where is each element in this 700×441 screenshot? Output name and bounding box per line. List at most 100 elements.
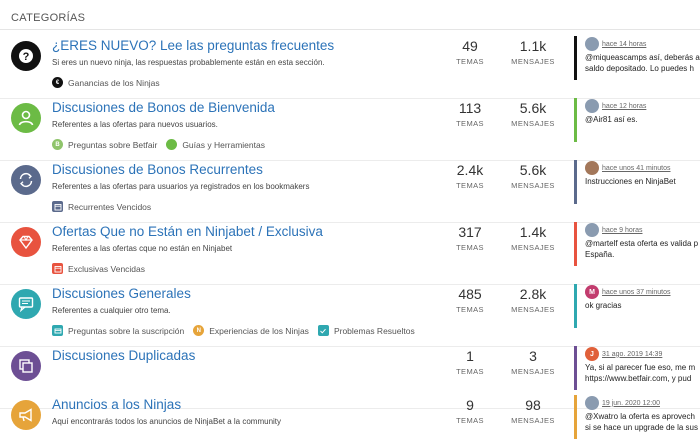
subcategory-link[interactable]: € Ganancias de los Ninjas [52,77,160,88]
category-color-bar [574,284,577,328]
ninja-icon: N [193,325,205,336]
avatar[interactable]: J [585,347,599,361]
gem-icon[interactable] [11,227,41,257]
posts-number: 1.1k [519,38,547,54]
category-row: ? ¿ERES NUEVO? Lee las preguntas frecuen… [0,36,700,99]
latest-post-excerpt[interactable]: ok gracias [585,301,622,310]
posts-label: MENSAJES [511,367,555,376]
row-divider [0,284,700,285]
category-title[interactable]: ¿ERES NUEVO? Lee las preguntas frecuente… [52,38,335,53]
latest-post-time[interactable]: hace 12 horas [602,102,647,110]
posts-count: 5.6k MENSAJES [508,100,558,128]
latest-post-excerpt[interactable]: Ya, si al parecer fue eso, me m [585,363,696,372]
subcategory-label: Preguntas sobre la suscripción [68,325,185,336]
topics-count: 9 TEMAS [445,397,495,425]
card-icon [52,325,63,336]
latest-post-time[interactable]: hace unos 41 minutos [602,164,671,172]
topics-label: TEMAS [456,57,484,66]
topics-count: 2.4k TEMAS [445,162,495,190]
posts-count: 1.4k MENSAJES [508,224,558,252]
subcategory-link[interactable]: Guías y Herramientas [166,139,265,150]
megaphone-icon[interactable] [11,400,41,430]
subcategory-link[interactable]: Problemas Resueltos [317,325,415,336]
latest-post-time[interactable]: hace 14 horas [602,40,647,48]
topics-number: 9 [466,397,474,413]
latest-post-time[interactable]: hace 9 horas [602,226,643,234]
subcategory-label: Ganancias de los Ninjas [68,77,160,88]
subcategory-link[interactable]: Exclusivas Vencidas [52,263,145,274]
comment-icon[interactable] [11,289,41,319]
row-divider [0,98,700,99]
latest-post: hace 12 horas @Air81 así es. [574,98,700,156]
subcategory-link[interactable]: B Preguntas sobre Betfair [52,139,157,150]
latest-post-time[interactable]: hace unos 37 minutos [602,288,671,296]
latest-post-excerpt[interactable]: @Air81 así es. [585,115,638,124]
subcategory-link[interactable]: Recurrentes Vencidos [52,201,151,212]
category-title[interactable]: Discusiones Generales [52,286,191,301]
check-icon [317,325,329,336]
posts-count: 3 MENSAJES [508,348,558,376]
latest-post: 19 jun. 2020 12:00 @Xwatro la oferta es … [574,395,700,440]
subcategory-link[interactable]: N Experiencias de los Ninjas [193,325,309,336]
category-title[interactable]: Anuncios a los Ninjas [52,397,182,412]
category-row: Ofertas Que no Están en Ninjabet / Exclu… [0,222,700,285]
category-title[interactable]: Ofertas Que no Están en Ninjabet / Exclu… [52,224,323,239]
latest-post-excerpt[interactable]: saldo depositado. Lo puedes h [585,64,694,73]
category-title[interactable]: Discusiones de Bonos de Bienvenida [52,100,275,115]
topics-label: TEMAS [456,181,484,190]
row-divider [0,160,700,161]
copy-icon[interactable] [11,351,41,381]
latest-post-excerpt[interactable]: @martelf esta oferta es valida p [585,239,699,248]
latest-post-excerpt[interactable]: España. [585,250,615,259]
avatar[interactable] [585,396,599,410]
topics-number: 1 [466,348,474,364]
svg-text:?: ? [23,51,30,63]
user-icon[interactable] [11,103,41,133]
latest-post-time[interactable]: 31 ago. 2019 14:39 [602,350,663,358]
category-description: Referentes a las ofertas cque no están e… [52,244,233,253]
category-row: Discusiones de Bonos Recurrentes Referen… [0,160,700,223]
category-description: Referentes a las ofertas para nuevos usu… [52,120,218,129]
avatar[interactable] [585,37,599,51]
posts-label: MENSAJES [511,243,555,252]
avatar[interactable] [585,161,599,175]
category-color-bar [574,160,577,204]
posts-label: MENSAJES [511,181,555,190]
latest-post-excerpt[interactable]: https://www.betfair.com, y pud [585,374,692,383]
calendar-icon [52,201,63,212]
question-icon[interactable]: ? [11,41,41,71]
posts-number: 2.8k [519,286,547,302]
topics-label: TEMAS [456,416,484,425]
avatar[interactable]: M [585,285,599,299]
category-description: Si eres un nuevo ninja, las respuestas p… [52,58,325,67]
category-row: Anuncios a los Ninjas Aquí encontrarás t… [0,395,700,441]
topics-label: TEMAS [456,367,484,376]
topics-count: 485 TEMAS [445,286,495,314]
posts-label: MENSAJES [511,305,555,314]
latest-post: M hace unos 37 minutos ok gracias [574,284,700,342]
posts-count: 98 MENSAJES [508,397,558,425]
subcategory-list: € Ganancias de los Ninjas [52,77,160,88]
latest-post-excerpt[interactable]: Instrucciones en NinjaBet [585,177,676,186]
topics-number: 49 [462,38,478,54]
avatar[interactable] [585,99,599,113]
topics-count: 317 TEMAS [445,224,495,252]
category-color-bar [574,346,577,390]
category-row: Discusiones Duplicadas 1 TEMAS 3 MENSAJE… [0,346,700,409]
latest-post-excerpt[interactable]: @miqueascamps así, deberás a [585,53,700,62]
avatar[interactable] [585,223,599,237]
category-title[interactable]: Discusiones de Bonos Recurrentes [52,162,263,177]
topics-count: 49 TEMAS [445,38,495,66]
subcategory-link[interactable]: Preguntas sobre la suscripción [52,325,184,336]
subcategory-label: Problemas Resueltos [333,325,415,336]
category-title[interactable]: Discusiones Duplicadas [52,348,196,363]
latest-post-excerpt[interactable]: si se hace un upgrade de la sus [585,423,698,432]
posts-label: MENSAJES [511,119,555,128]
topics-number: 2.4k [456,162,484,178]
latest-post-time[interactable]: 19 jun. 2020 12:00 [602,399,660,407]
topics-label: TEMAS [456,243,484,252]
topics-label: TEMAS [456,119,484,128]
subcategory-list: B Preguntas sobre Betfair Guías y Herram… [52,139,265,150]
latest-post-excerpt[interactable]: @Xwatro la oferta es aprovech [585,412,695,421]
refresh-icon[interactable] [11,165,41,195]
